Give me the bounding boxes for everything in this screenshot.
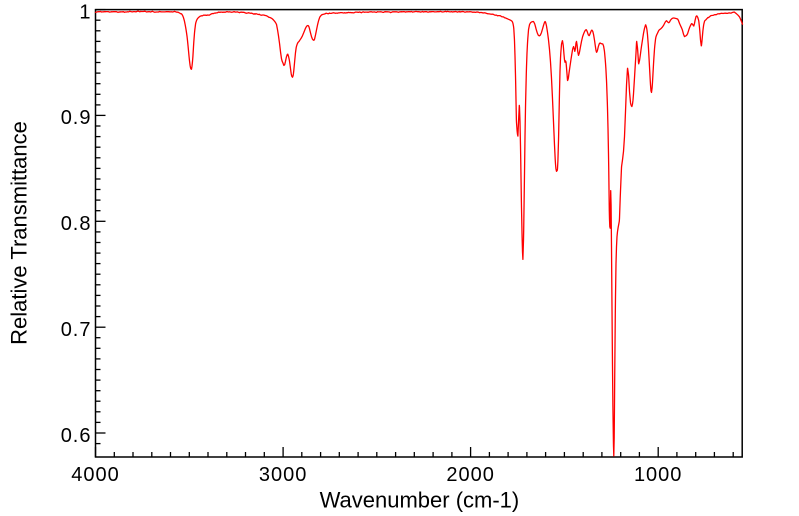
svg-text:Relative Transmittance: Relative Transmittance xyxy=(7,121,32,345)
svg-text:3000: 3000 xyxy=(259,464,308,486)
svg-text:0.9: 0.9 xyxy=(61,107,92,129)
svg-text:2000: 2000 xyxy=(446,464,495,486)
svg-text:1: 1 xyxy=(79,1,91,23)
svg-text:0.6: 0.6 xyxy=(61,425,92,447)
svg-text:0.7: 0.7 xyxy=(61,319,92,341)
svg-text:1000: 1000 xyxy=(634,464,683,486)
svg-text:4000: 4000 xyxy=(71,464,120,486)
svg-text:0.8: 0.8 xyxy=(61,213,92,235)
svg-text:Wavenumber (cm-1): Wavenumber (cm-1) xyxy=(320,488,520,513)
